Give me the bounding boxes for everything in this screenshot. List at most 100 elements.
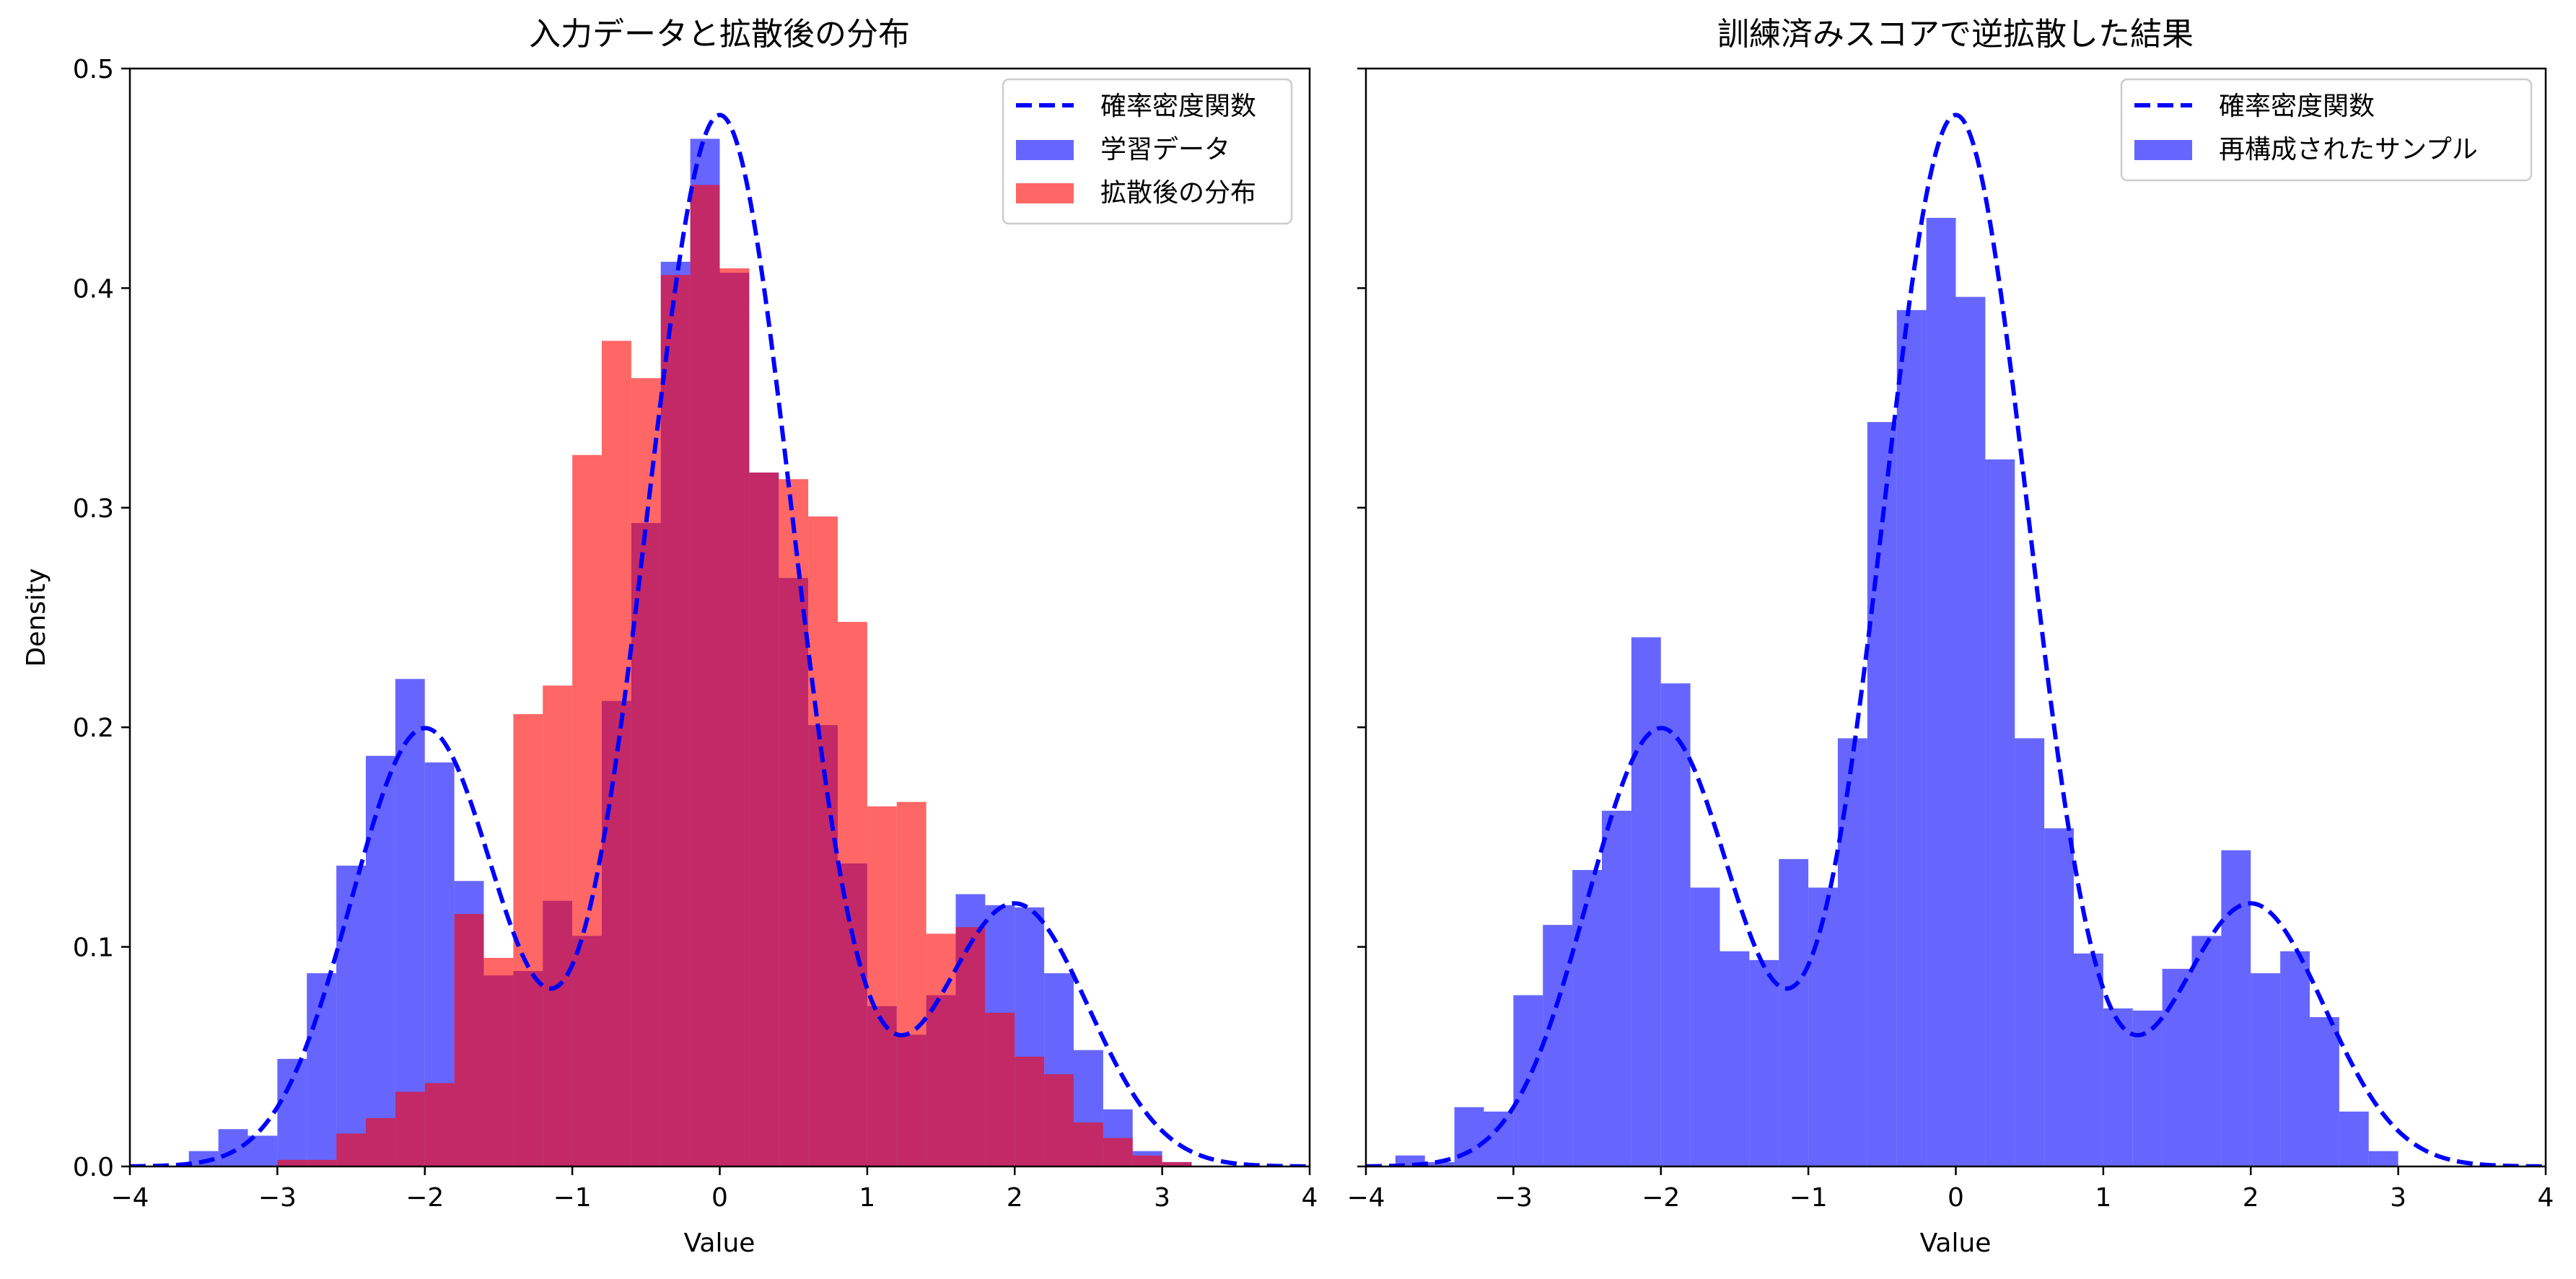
right-bar-a-20 [1985, 459, 2015, 1166]
right-legend-recon-label: 再構成されたサンプル [2219, 135, 2478, 164]
left-y-tick-label: 0.5 [73, 55, 114, 84]
right-bar-a-7 [1602, 810, 1631, 1166]
right-bar-a-11 [1719, 951, 1750, 1166]
left-bar-b-22 [926, 933, 956, 1166]
left-bar-b-14 [690, 185, 720, 1166]
right-bar-a-23 [2074, 953, 2103, 1166]
right-bar-a-15 [1838, 738, 1867, 1166]
left-legend-train-label: 学習データ [1100, 135, 1230, 164]
right-bar-a-6 [1572, 870, 1602, 1166]
left-x-tick-label: −3 [258, 1183, 297, 1213]
right-bar-a-24 [2103, 1008, 2133, 1166]
right-bar-a-12 [1749, 959, 1779, 1166]
left-bar-b-30 [1162, 1161, 1192, 1166]
right-bar-a-17 [1896, 309, 1927, 1166]
left-bar-b-0 [277, 1159, 307, 1166]
right-bar-a-1 [1424, 1161, 1455, 1166]
left-bar-b-20 [867, 806, 897, 1166]
left-bar-b-23 [955, 927, 986, 1166]
left-bar-b-7 [483, 957, 514, 1166]
left-legend: 確率密度関数 学習データ 拡散後の分布 [1002, 78, 1293, 225]
right-legend-recon-swatch [2134, 140, 2192, 160]
right-bar-a-27 [2191, 936, 2222, 1166]
right-bar-a-31 [2310, 1017, 2339, 1166]
right-x-tick-label: −3 [1494, 1183, 1533, 1213]
left-bar-b-12 [631, 378, 661, 1166]
left-panel: 入力データと拡散後の分布 −4 −3 −2 −1 0 1 2 3 4 0.00.10.20.30… [22, 16, 1318, 1258]
left-bar-b-27 [1074, 1122, 1103, 1166]
left-x-ticks: −4 −3 −2 −1 0 1 2 3 4 [110, 1166, 1318, 1213]
right-bar-a-8 [1631, 637, 1661, 1166]
left-bar-b-16 [749, 473, 779, 1166]
left-legend-diffused-swatch [1016, 183, 1074, 203]
left-y-tick-label: 0.4 [73, 274, 114, 304]
right-x-tick-label: −1 [1789, 1183, 1828, 1213]
right-bar-a-22 [2044, 828, 2074, 1166]
right-x-tick-label: 0 [1948, 1183, 1964, 1213]
right-bars-reconstructed [1395, 217, 2398, 1166]
right-bar-a-32 [2339, 1111, 2369, 1166]
right-y-ticks [1357, 67, 1366, 1168]
right-x-ticks: −4 −3 −2 −1 0 1 2 3 4 [1346, 1166, 2554, 1213]
left-y-axis-label: Density [22, 568, 51, 667]
right-legend-box [2120, 78, 2533, 182]
left-legend-pdf-label: 確率密度関数 [1100, 92, 1256, 121]
left-pdf-layer [130, 113, 1310, 1166]
left-bar-a-2 [247, 1135, 278, 1166]
left-legend-train-swatch [1016, 140, 1074, 160]
left-bar-a-7 [395, 679, 425, 1166]
right-bar-a-10 [1690, 887, 1720, 1166]
left-bar-b-5 [424, 1083, 455, 1166]
left-x-tick-label: −4 [110, 1183, 149, 1213]
right-bar-a-18 [1926, 217, 1956, 1166]
left-chart-title: 入力データと拡散後の分布 [529, 16, 910, 53]
right-bar-a-9 [1660, 683, 1691, 1166]
right-bar-a-16 [1867, 422, 1897, 1166]
right-pdf-curve [1366, 113, 2546, 1166]
left-x-tick-label: 1 [859, 1183, 875, 1213]
right-pdf-layer [1366, 113, 2546, 1166]
right-x-tick-label: 4 [2538, 1183, 2554, 1213]
right-bar-a-26 [2162, 969, 2192, 1166]
right-legend-pdf-label: 確率密度関数 [2219, 92, 2375, 121]
left-y-tick-label: 0.2 [73, 713, 114, 743]
right-x-tick-label: 1 [2095, 1183, 2111, 1213]
left-bar-a-6 [366, 755, 395, 1166]
left-x-axis-label: Value [684, 1229, 755, 1258]
left-legend-diffused-label: 拡散後の分布 [1100, 178, 1256, 208]
left-legend-box [1002, 78, 1293, 225]
right-bar-a-21 [2015, 738, 2045, 1166]
right-bar-a-19 [1955, 296, 1986, 1166]
right-bar-a-13 [1779, 858, 1809, 1166]
left-bar-b-29 [1132, 1155, 1162, 1166]
right-bar-a-30 [2280, 951, 2310, 1166]
left-bar-b-21 [896, 801, 926, 1166]
right-bar-a-33 [2368, 1151, 2398, 1166]
left-y-ticks: 0.0 0.1 0.2 0.3 0.4 0.5 [73, 55, 130, 1182]
right-x-axis-label: Value [1920, 1229, 1992, 1258]
left-bar-b-1 [307, 1159, 337, 1166]
left-bar-a-0 [188, 1151, 219, 1166]
left-bar-b-13 [660, 275, 691, 1166]
left-x-tick-label: 4 [1302, 1183, 1318, 1213]
left-bar-b-17 [779, 479, 809, 1166]
left-pdf-curve [130, 113, 1310, 1166]
right-x-tick-label: 3 [2390, 1183, 2406, 1213]
left-y-tick-label: 0.3 [73, 494, 114, 524]
left-bar-b-11 [602, 340, 631, 1166]
left-bar-b-10 [572, 454, 602, 1166]
left-bar-b-28 [1103, 1138, 1133, 1166]
right-x-tick-label: −4 [1346, 1183, 1385, 1213]
left-bar-a-3 [277, 1058, 307, 1166]
left-x-tick-label: 3 [1154, 1183, 1170, 1213]
left-bar-b-3 [366, 1118, 395, 1166]
left-y-tick-label: 0.1 [73, 933, 114, 963]
right-x-tick-label: 2 [2243, 1183, 2259, 1213]
right-bar-a-14 [1808, 887, 1838, 1166]
right-panel: 訓練済みスコアで逆拡散した結果 −4 −3 −2 −1 0 1 2 3 4 Value 確率密度… [1346, 16, 2554, 1258]
right-x-tick-label: −2 [1642, 1183, 1680, 1213]
left-x-tick-label: −2 [406, 1183, 444, 1213]
right-bar-a-29 [2251, 973, 2281, 1166]
left-bar-b-9 [543, 685, 573, 1166]
